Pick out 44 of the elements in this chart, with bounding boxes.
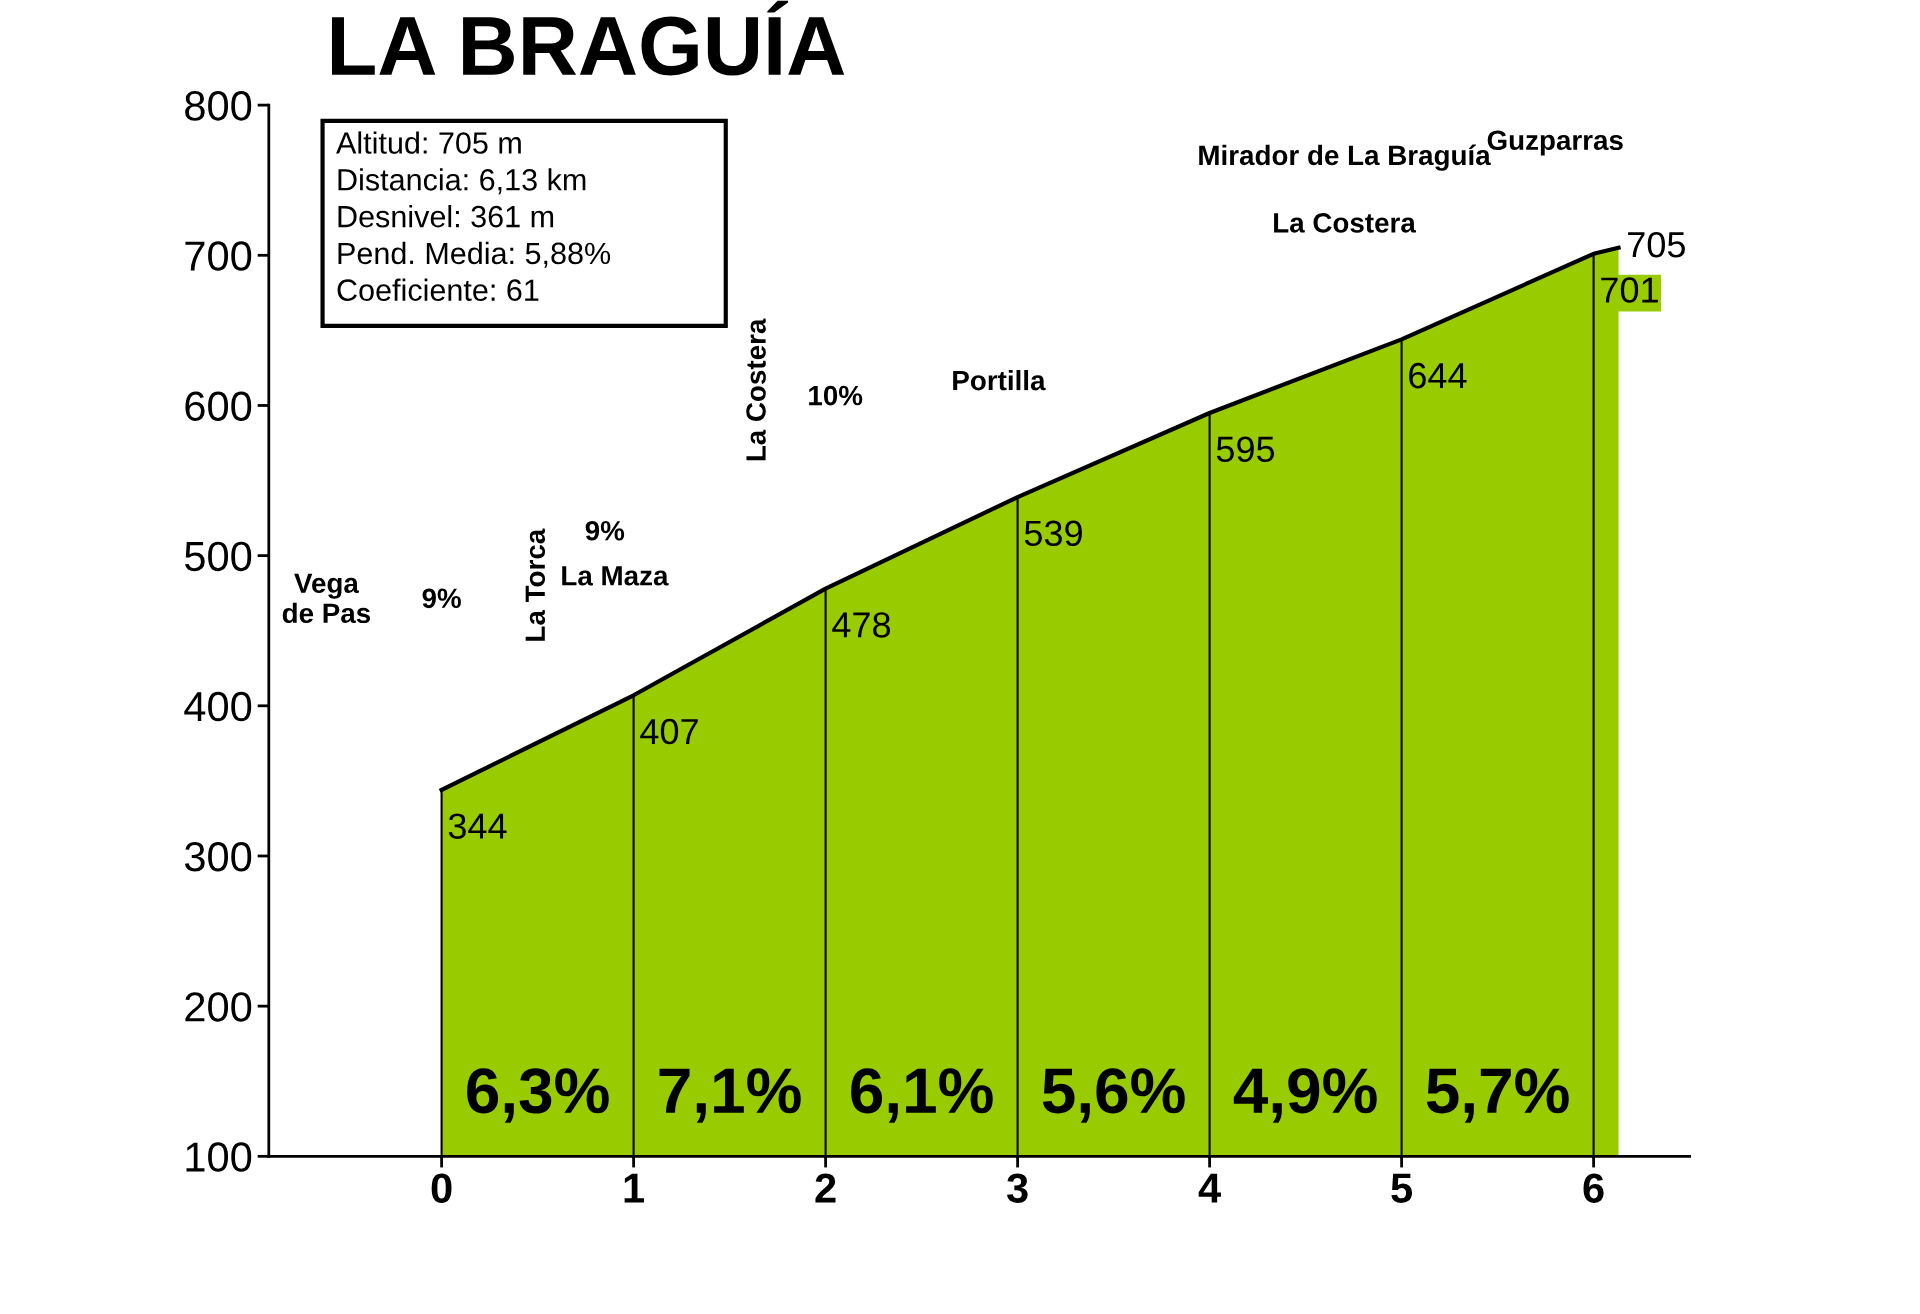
annotation: La Costera	[746, 318, 766, 461]
data-label: 478	[832, 612, 891, 638]
annotation: La Maza	[562, 566, 669, 586]
annotation: 5,7%	[1426, 1068, 1569, 1123]
annotation: Coeficiente: 61	[337, 278, 539, 302]
annotation: Pend. Media: 5,88%	[338, 241, 611, 268]
data-label: 644	[1409, 362, 1467, 389]
annotation: Altitud: 705 m	[336, 131, 521, 154]
data-label: 595	[1216, 436, 1275, 463]
annotation: 9%	[422, 588, 461, 609]
data-label: 407	[640, 718, 698, 745]
annotation: Distancia: 6,13 km	[338, 168, 586, 195]
annotation: La Torca	[525, 528, 546, 641]
annotation: 4,9%	[1233, 1068, 1377, 1123]
annotation: La Costera	[1274, 213, 1416, 233]
annotation: Vega de Pas	[282, 573, 371, 624]
y-tick-label: 300	[184, 841, 252, 872]
x-tick-label: 5	[1391, 1173, 1413, 1203]
chart-title: LA BRAGUÍA	[331, 0, 845, 76]
y-tick-label: 500	[184, 541, 252, 572]
x-tick-label: 6	[1583, 1173, 1604, 1203]
x-tick-label: 0	[431, 1173, 452, 1203]
data-label: 344	[448, 813, 507, 839]
y-tick-label: 600	[185, 391, 252, 421]
data-label: 705	[1628, 231, 1685, 258]
y-tick-label: 200	[185, 992, 252, 1022]
annotation: 6,1%	[851, 1068, 993, 1123]
x-tick-label: 3	[1006, 1173, 1028, 1203]
x-tick-label: 1	[624, 1173, 645, 1203]
x-tick-label: 2	[815, 1173, 836, 1203]
y-tick-label: 800	[185, 91, 252, 121]
data-label: 539	[1024, 520, 1082, 547]
annotation: 5,6%	[1042, 1068, 1185, 1123]
y-tick-label: 400	[184, 691, 252, 722]
y-tick-label: 100	[186, 1142, 252, 1172]
data-label: 701	[1601, 277, 1658, 303]
x-tick-label: 4	[1198, 1173, 1221, 1203]
annotation: 9%	[585, 520, 625, 541]
annotation: 6,3%	[467, 1068, 609, 1123]
y-tick-label: 700	[185, 241, 252, 271]
annotation: 7,1%	[659, 1068, 801, 1123]
annotation: Desnivel: 361 m	[338, 204, 554, 228]
annotation: 10%	[809, 385, 863, 406]
annotation: Portilla	[953, 369, 1046, 391]
